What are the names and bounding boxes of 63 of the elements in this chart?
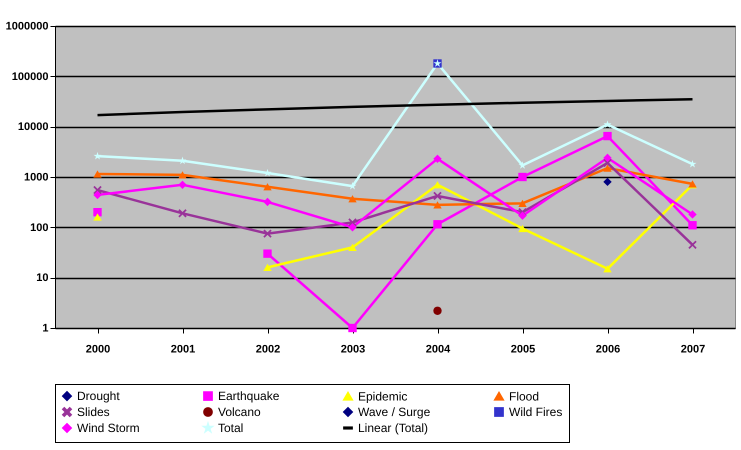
point: [603, 164, 612, 172]
legend-label: Wild Fires: [509, 405, 562, 419]
point: [94, 152, 102, 160]
y-tick-label: 100000: [12, 70, 48, 83]
y-tick-label: 10: [36, 272, 48, 284]
y-tick-label: 1: [42, 322, 48, 334]
point: [348, 195, 357, 202]
point: [433, 306, 442, 315]
x-tick-label: 2001: [170, 344, 196, 356]
point: [433, 192, 442, 200]
point: [348, 324, 357, 332]
y-tick-label: 10000: [18, 121, 48, 134]
y-tick-label: 1000000: [6, 20, 48, 32]
point: [433, 201, 442, 208]
point: [603, 265, 612, 272]
point: [263, 249, 272, 258]
point: [518, 200, 527, 207]
x-tick-label: 2007: [680, 344, 706, 356]
legend-label: Total: [218, 421, 244, 435]
x-tick-label: 2006: [596, 344, 620, 356]
point: [93, 170, 102, 178]
point: [518, 224, 527, 232]
point: [688, 210, 697, 219]
point: [93, 190, 102, 200]
x-tick-label: 2000: [86, 344, 110, 356]
x-tick-label: 2005: [510, 344, 536, 356]
point: [263, 229, 272, 238]
point: [603, 178, 612, 186]
point: [433, 154, 442, 163]
point: [433, 220, 442, 228]
point: [178, 209, 187, 218]
x-tick-label: 2002: [256, 344, 280, 356]
legend-label: Volcano: [218, 405, 262, 419]
line-series: [96, 98, 694, 116]
point: [518, 172, 527, 182]
x-tick-label: 2003: [340, 344, 366, 356]
point: [603, 154, 612, 162]
legend-label: Drought: [77, 389, 120, 404]
point: [93, 208, 102, 216]
point: [263, 264, 272, 272]
legend-label: Earthquake: [218, 389, 280, 404]
point: [348, 218, 357, 227]
point: [688, 240, 697, 249]
y-tick-label: 100: [30, 222, 48, 234]
legend-label: Wave / Surge: [358, 405, 431, 419]
point: [178, 171, 187, 179]
point: [178, 180, 187, 189]
x-tick-label: 2004: [426, 344, 452, 356]
point: [263, 198, 272, 206]
point: [604, 120, 612, 128]
point: [93, 213, 102, 221]
legend-label: Slides: [77, 405, 110, 419]
y-tick-label: 1000: [24, 172, 48, 184]
legend-label: Flood: [509, 389, 540, 404]
point: [688, 221, 697, 230]
point: [348, 244, 357, 251]
point: [263, 183, 272, 190]
legend-label: Linear (Total): [358, 421, 428, 435]
legend-label: Epidemic: [358, 389, 408, 404]
point: [348, 223, 357, 232]
point: [518, 212, 527, 220]
legend-label: Wind Storm: [77, 421, 140, 435]
point: [603, 132, 612, 140]
